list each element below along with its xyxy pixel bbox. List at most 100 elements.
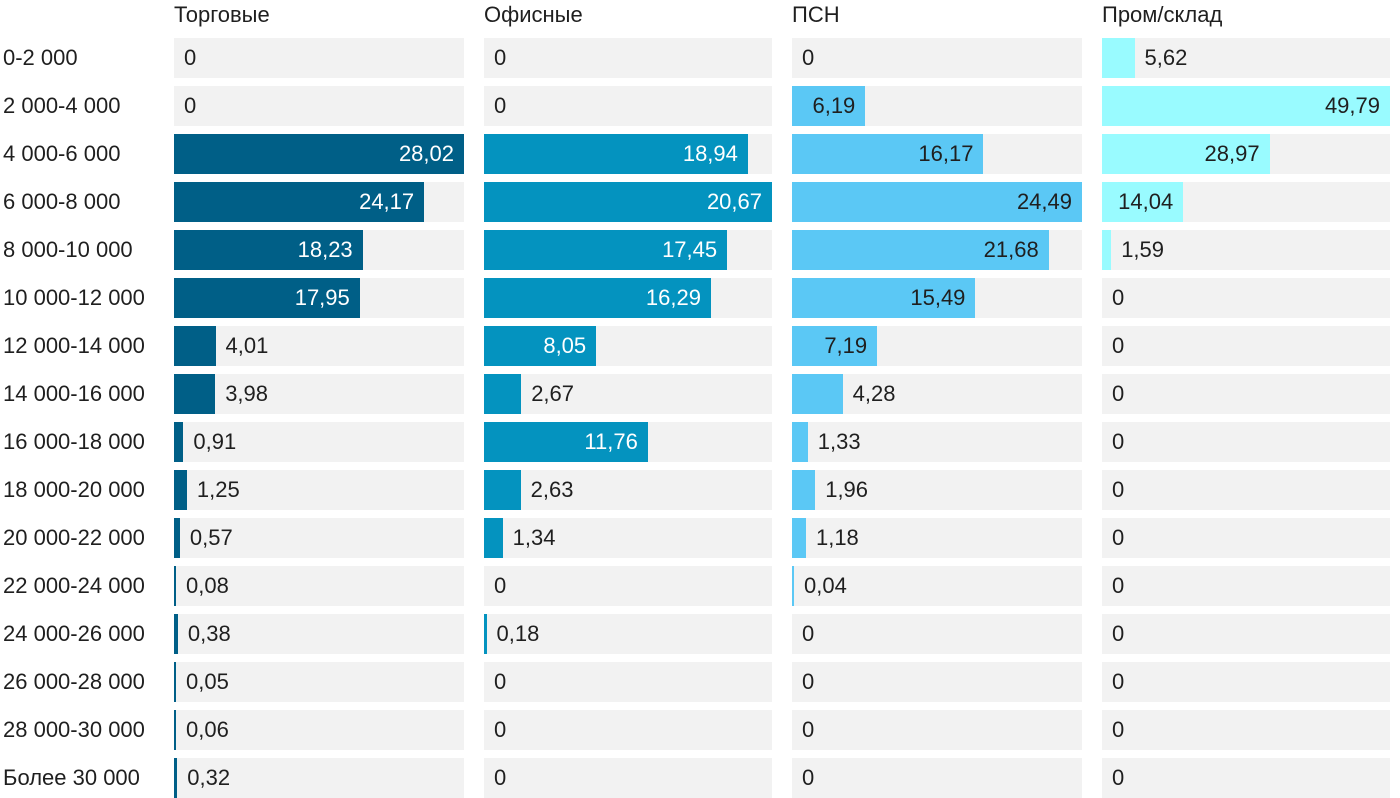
bar-track: 6,19	[792, 86, 1082, 126]
bar-track: 0,57	[174, 518, 464, 558]
bar	[174, 374, 216, 414]
category-label: 4 000-6 000	[3, 141, 121, 166]
bar	[484, 422, 648, 462]
value-label: 0,32	[187, 765, 231, 790]
bar-track: 0	[1102, 374, 1390, 414]
bar-track: 0	[484, 710, 772, 750]
bar-track: 3,98	[174, 374, 464, 414]
value-label: 0	[184, 45, 197, 70]
value-label: 1,25	[196, 477, 240, 502]
value-label: 2,67	[531, 381, 575, 406]
bar-track: 16,17	[792, 134, 1082, 174]
value-label: 0,05	[186, 669, 229, 694]
bar	[1102, 38, 1135, 78]
bar-track: 28,02	[174, 134, 464, 174]
bar	[174, 518, 180, 558]
bar	[792, 278, 976, 318]
bar	[484, 518, 503, 558]
series-title: Офисные	[484, 2, 583, 27]
value-label: 0	[1112, 621, 1125, 646]
value-label: 6,19	[812, 93, 856, 118]
bar-track: 0	[1102, 278, 1390, 318]
value-label: 3,98	[225, 381, 269, 406]
bar-track: 0,91	[174, 422, 464, 462]
bar	[484, 230, 728, 270]
bar	[484, 134, 748, 174]
bar-track: 24,49	[792, 182, 1082, 222]
value-label: 0,04	[804, 573, 847, 598]
bar-track: 15,49	[792, 278, 1082, 318]
value-label: 0	[802, 621, 815, 646]
bar-track: 1,96	[792, 470, 1082, 510]
category-label: 22 000-24 000	[3, 573, 145, 598]
value-label: 0,08	[186, 573, 229, 598]
bar	[792, 470, 816, 510]
bar	[174, 326, 216, 366]
bar-track: 0,04	[792, 566, 1082, 606]
value-label: 17,95	[294, 285, 350, 310]
category-label: 12 000-14 000	[3, 333, 145, 358]
bar-track: 8,05	[484, 326, 772, 366]
category-label: 28 000-30 000	[3, 717, 145, 742]
value-label: 0,38	[187, 621, 231, 646]
value-label: 0,18	[496, 621, 540, 646]
bar-track: 0	[1102, 518, 1390, 558]
bar	[792, 182, 1082, 222]
bar-track: 0	[1102, 614, 1390, 654]
value-label: 21,68	[983, 237, 1039, 262]
value-label: 0	[1112, 573, 1125, 598]
bar	[484, 326, 597, 366]
bar-track: 4,28	[792, 374, 1082, 414]
bar	[484, 278, 711, 318]
bar	[792, 518, 806, 558]
category-label: 18 000-20 000	[3, 477, 145, 502]
bar-track: 49,79	[1102, 86, 1390, 126]
bar-track: 0	[174, 86, 464, 126]
value-label: 0	[1112, 765, 1125, 790]
bar-track: 20,67	[484, 182, 772, 222]
bar	[484, 374, 522, 414]
category-label: 14 000-16 000	[3, 381, 145, 406]
bar	[174, 566, 176, 606]
bar-track: 0	[1102, 566, 1390, 606]
category-label: 6 000-8 000	[3, 189, 121, 214]
value-label: 16,17	[918, 141, 974, 166]
value-label: 20,67	[706, 189, 762, 214]
value-label: 0	[494, 669, 507, 694]
value-label: 15,49	[910, 285, 966, 310]
value-label: 24,17	[359, 189, 415, 214]
value-label: 0	[494, 45, 507, 70]
bar-track: 0,38	[174, 614, 464, 654]
bar	[174, 422, 184, 462]
bar-track: 17,45	[484, 230, 772, 270]
bar-track: 0	[792, 710, 1082, 750]
series-title: Пром/склад	[1102, 2, 1223, 27]
bar-track: 1,33	[792, 422, 1082, 462]
bar	[174, 710, 176, 750]
value-label: 1,96	[825, 477, 869, 502]
value-label: 14,04	[1118, 189, 1174, 214]
value-label: 28,97	[1204, 141, 1260, 166]
bar-track: 0,08	[174, 566, 464, 606]
bar-track: 4,01	[174, 326, 464, 366]
bar-track: 14,04	[1102, 182, 1390, 222]
bar-track: 0	[1102, 422, 1390, 462]
bar	[484, 182, 772, 222]
value-label: 0	[802, 669, 815, 694]
bar	[174, 182, 425, 222]
bar	[792, 230, 1049, 270]
category-label: 20 000-22 000	[3, 525, 145, 550]
bar	[174, 278, 360, 318]
bar-track: 0	[792, 662, 1082, 702]
value-label: 0,06	[186, 717, 229, 742]
bar-track: 0	[174, 38, 464, 78]
value-label: 0	[494, 717, 507, 742]
bar-track: 0	[1102, 710, 1390, 750]
value-label: 0	[802, 45, 815, 70]
bar-track: 24,17	[174, 182, 464, 222]
value-label: 0	[1112, 477, 1125, 502]
bar-track: 18,94	[484, 134, 772, 174]
bar-track: 0	[1102, 758, 1390, 798]
value-label: 1,59	[1121, 237, 1165, 262]
